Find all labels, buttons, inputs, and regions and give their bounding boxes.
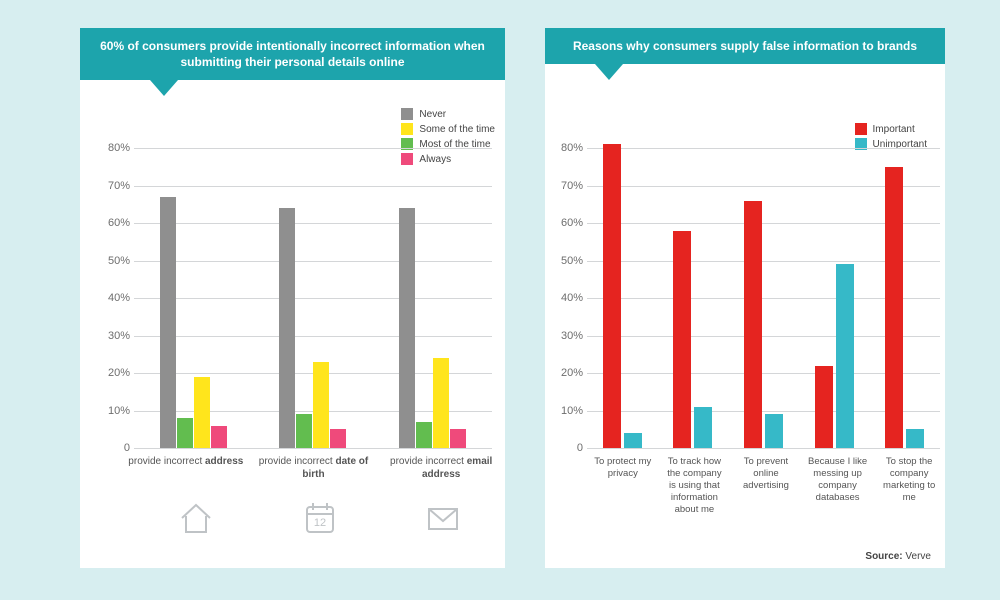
bar-group (587, 148, 658, 448)
y-tick-label: 10% (545, 405, 583, 417)
bar (296, 414, 312, 448)
bar-group (373, 148, 492, 448)
chart-right: 010%20%30%40%50%60%70%80% (545, 148, 940, 448)
bar (330, 429, 346, 448)
x-label: To track how the company is using that i… (659, 450, 731, 515)
legend-swatch (401, 123, 413, 135)
gridline (587, 448, 940, 449)
x-label: To prevent online advertising (730, 450, 802, 515)
chart-left: 010%20%30%40%50%60%70%80% (92, 148, 492, 448)
y-tick-label: 30% (545, 330, 583, 342)
bar (313, 362, 329, 448)
y-tick-label: 20% (92, 367, 130, 379)
plot-right (587, 148, 940, 448)
bar (744, 201, 762, 449)
bar (416, 422, 432, 448)
mail-icon (381, 498, 505, 538)
bar-group (869, 148, 940, 448)
bar (160, 197, 176, 448)
icons-row: 12 (134, 498, 505, 538)
bar-group (253, 148, 372, 448)
legend-label: Never (419, 109, 446, 120)
source-label: Source: (865, 551, 902, 562)
legend-swatch (855, 123, 867, 135)
y-tick-label: 40% (545, 292, 583, 304)
source-value: Verve (905, 551, 931, 562)
source-attribution: Source: Verve (865, 551, 931, 562)
calendar-icon: 12 (258, 498, 382, 538)
legend-item: Some of the time (401, 123, 495, 135)
y-tick-label: 60% (92, 217, 130, 229)
svg-text:12: 12 (313, 517, 325, 529)
bar (765, 414, 783, 448)
x-label: Because I like messing up company databa… (802, 450, 874, 515)
y-tick-label: 40% (92, 292, 130, 304)
bar (450, 429, 466, 448)
bar (399, 208, 415, 448)
bar-group (728, 148, 799, 448)
legend-label: Some of the time (419, 124, 495, 135)
bar (815, 366, 833, 449)
banner-left: 60% of consumers provide intentionally i… (80, 28, 505, 80)
plot-left (134, 148, 492, 448)
bar-group (134, 148, 253, 448)
bar (906, 429, 924, 448)
x-label: To protect my privacy (587, 450, 659, 515)
panel-reasons: Reasons why consumers supply false infor… (545, 28, 945, 568)
x-label: provide incorrect email address (377, 450, 505, 481)
bar (694, 407, 712, 448)
y-tick-label: 50% (545, 255, 583, 267)
bar (194, 377, 210, 448)
x-label: provide incorrect address (122, 450, 250, 481)
banner-left-pointer (150, 80, 178, 96)
banner-left-text: 60% of consumers provide intentionally i… (100, 39, 485, 69)
banner-right-pointer (595, 64, 623, 80)
bar (433, 358, 449, 448)
bar-group (658, 148, 729, 448)
y-tick-label: 20% (545, 367, 583, 379)
y-tick-label: 50% (92, 255, 130, 267)
banner-right: Reasons why consumers supply false infor… (545, 28, 945, 64)
legend-item: Important (855, 123, 927, 135)
legend-label: Important (873, 124, 915, 135)
bar (836, 264, 854, 448)
y-tick-label: 80% (92, 142, 130, 154)
bar (211, 426, 227, 449)
bar (624, 433, 642, 448)
panel-frequency: 60% of consumers provide intentionally i… (80, 28, 505, 568)
legend-item: Never (401, 108, 495, 120)
bar (673, 231, 691, 449)
y-tick-label: 80% (545, 142, 583, 154)
banner-right-text: Reasons why consumers supply false infor… (573, 39, 917, 53)
xlabels-right: To protect my privacyTo track how the co… (587, 450, 945, 515)
y-tick-label: 30% (92, 330, 130, 342)
y-tick-label: 60% (545, 217, 583, 229)
bar-group (799, 148, 870, 448)
y-tick-label: 70% (545, 180, 583, 192)
x-label: provide incorrect date of birth (250, 450, 378, 481)
gridline (134, 448, 492, 449)
y-tick-label: 0 (545, 442, 583, 454)
legend-swatch (401, 108, 413, 120)
x-label: To stop the company marketing to me (873, 450, 945, 515)
xlabels-left: provide incorrect addressprovide incorre… (122, 450, 505, 481)
y-tick-label: 10% (92, 405, 130, 417)
bar (885, 167, 903, 448)
bar (177, 418, 193, 448)
y-tick-label: 70% (92, 180, 130, 192)
bar (279, 208, 295, 448)
home-icon (134, 498, 258, 538)
bar (603, 144, 621, 448)
